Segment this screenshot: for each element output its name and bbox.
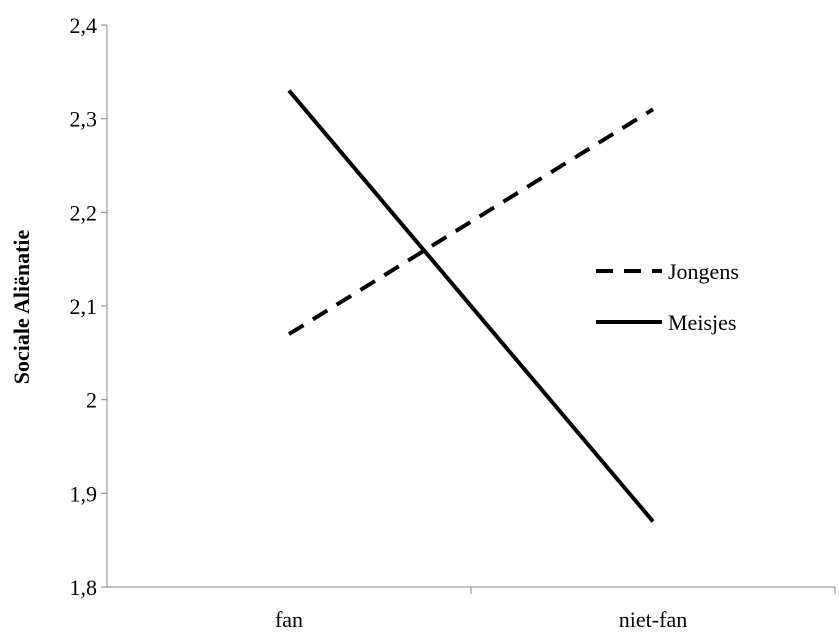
legend: Jongens Meisjes [596, 259, 739, 335]
series-line-meisjes [287, 89, 655, 523]
y-axis-title: Sociale Aliënatie [9, 229, 34, 384]
y-axis-ticks: 1,8 1,9 2 2,1 2,2 2,3 2,4 [70, 13, 107, 600]
x-tick-label: niet-fan [619, 607, 687, 632]
legend-label-jongens: Jongens [668, 259, 739, 284]
y-tick-label: 2,4 [70, 13, 98, 38]
series-lines [287, 89, 655, 523]
x-axis-ticks: fan niet-fan [275, 587, 836, 632]
y-tick-label: 1,8 [70, 575, 98, 600]
y-tick-label: 2,2 [70, 200, 98, 225]
y-tick-label: 2 [86, 388, 97, 413]
x-tick-label: fan [275, 607, 303, 632]
y-tick-label: 1,9 [70, 481, 98, 506]
series-line-jongens [287, 107, 655, 336]
legend-label-meisjes: Meisjes [668, 310, 736, 335]
y-tick-label: 2,1 [70, 294, 98, 319]
y-tick-label: 2,3 [70, 107, 98, 132]
